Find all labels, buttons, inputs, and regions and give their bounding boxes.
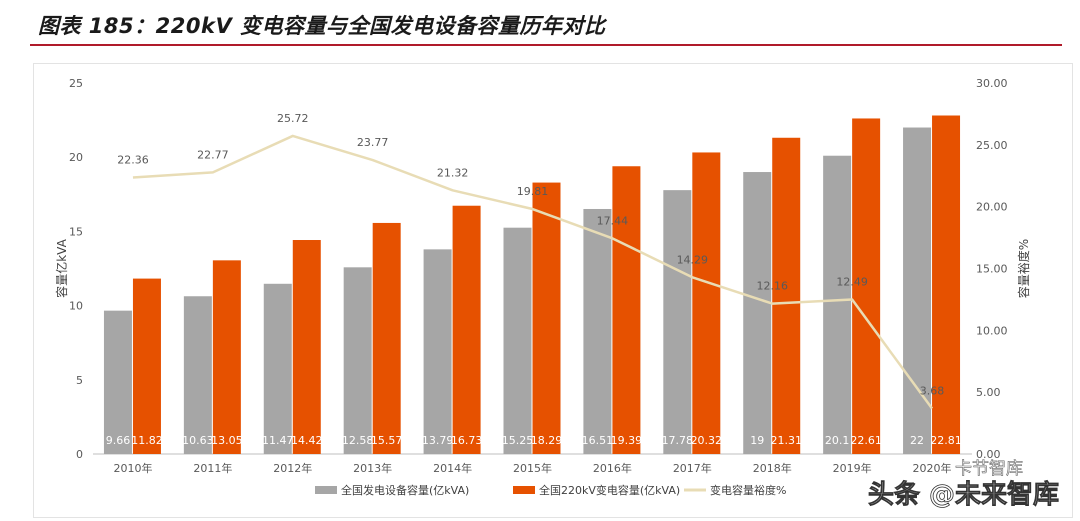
bar-value-label: 21.31: [770, 434, 802, 447]
y-tick-right-label: 20.00: [976, 201, 1008, 214]
bar-substation: [612, 166, 641, 455]
legend-generation-label: 全国发电设备容量(亿kVA): [341, 483, 469, 497]
bar-value-label: 13.79: [422, 434, 454, 447]
x-tick-label: 2015年: [513, 461, 552, 475]
bar-substation: [372, 222, 401, 454]
bar-substation: [212, 260, 241, 454]
y-tick-right-label: 30.00: [976, 77, 1008, 90]
bar-generation: [263, 283, 292, 454]
bar-value-label: 10.63: [182, 434, 214, 447]
line-value-label: 3.68: [920, 384, 945, 397]
chart-frame: [33, 63, 1073, 518]
bar-substation: [932, 115, 961, 454]
bar-generation: [343, 267, 372, 454]
bar-value-label: 20.1: [825, 434, 850, 447]
line-value-label: 22.77: [197, 148, 229, 161]
y-tick-left-label: 5: [76, 374, 83, 387]
bar-generation: [663, 190, 692, 454]
y-tick-right-label: 25.00: [976, 139, 1008, 152]
y-tick-left-label: 25: [69, 77, 83, 90]
bar-value-label: 19.39: [611, 434, 643, 447]
bar-value-label: 9.66: [106, 434, 131, 447]
bar-value-label: 22: [910, 434, 924, 447]
bar-value-label: 12.58: [342, 434, 374, 447]
y-axis-title-left: 容量亿kVA: [54, 238, 69, 297]
x-tick-label: 2020年: [913, 461, 952, 475]
y-tick-left-label: 15: [69, 225, 83, 238]
bar-generation: [903, 127, 932, 455]
x-tick-label: 2019年: [833, 461, 872, 475]
bar-value-label: 15.25: [502, 434, 534, 447]
bar-substation: [532, 182, 561, 454]
line-value-label: 25.72: [277, 112, 309, 125]
line-value-label: 14.29: [677, 253, 709, 266]
bar-substation: [772, 137, 801, 455]
legend-generation-swatch: [315, 486, 337, 494]
bar-value-label: 11.82: [131, 434, 163, 447]
margin-line: [132, 134, 934, 410]
figure-header: 图表 185：220kV 变电容量与全国发电设备容量历年对比: [0, 0, 1080, 48]
x-tick-label: 2018年: [753, 461, 792, 475]
x-tick-label: 2010年: [113, 461, 152, 475]
y-tick-right-label: 15.00: [976, 263, 1008, 276]
x-tick-label: 2016年: [593, 461, 632, 475]
bar-value-label: 18.29: [531, 434, 563, 447]
legend-margin-label: 变电容量裕度%: [710, 483, 786, 497]
line-value-label: 23.77: [357, 136, 389, 149]
line-value-label: 12.49: [836, 276, 868, 289]
watermark-logo-text: 卡节智库: [955, 459, 1023, 479]
bar-value-label: 11.47: [262, 434, 294, 447]
legend-substation-label: 全国220kV变电容量(亿kVA): [539, 483, 680, 497]
line-value-label: 19.81: [517, 185, 549, 198]
bar-value-label: 13.05: [211, 434, 243, 447]
bar-value-label: 16.51: [582, 434, 614, 447]
bar-value-label: 14.42: [291, 434, 323, 447]
bar-value-label: 20.32: [691, 434, 723, 447]
y-tick-left-label: 20: [69, 151, 83, 164]
x-tick-label: 2017年: [673, 461, 712, 475]
bar-value-label: 22.81: [930, 434, 962, 447]
bar-substation: [852, 118, 881, 455]
line-value-label: 21.32: [437, 166, 469, 179]
bar-generation: [423, 249, 452, 454]
y-tick-right-label: 10.00: [976, 324, 1008, 337]
title-rule: [30, 44, 1062, 46]
bar-generation: [503, 227, 532, 454]
bar-generation: [823, 155, 852, 454]
y-tick-left-label: 10: [69, 300, 83, 313]
x-tick-label: 2014年: [433, 461, 472, 475]
x-tick-label: 2011年: [193, 461, 232, 475]
y-tick-left-label: 0: [76, 448, 83, 461]
figure-title: 图表 185：220kV 变电容量与全国发电设备容量历年对比: [38, 14, 606, 38]
bar-value-label: 22.61: [850, 434, 882, 447]
x-tick-label: 2013年: [353, 461, 392, 475]
bar-value-label: 15.57: [371, 434, 403, 447]
line-value-label: 22.36: [117, 153, 149, 166]
bar-generation: [183, 296, 212, 454]
legend-substation-swatch: [513, 486, 535, 494]
watermark-text: 头条 @未来智库: [868, 480, 1059, 510]
bar-generation: [583, 208, 612, 454]
bar-substation: [292, 240, 321, 454]
bar-generation: [743, 172, 772, 455]
line-value-label: 17.44: [597, 214, 629, 227]
line-value-label: 12.16: [756, 280, 788, 293]
bar-substation: [132, 278, 161, 454]
y-axis-title-right: 容量裕度%: [1016, 239, 1031, 298]
x-tick-label: 2012年: [273, 461, 312, 475]
y-tick-right-label: 5.00: [976, 386, 1001, 399]
bar-substation: [452, 205, 481, 454]
bar-generation: [103, 310, 132, 454]
bar-value-label: 17.78: [662, 434, 694, 447]
bar-substation: [692, 152, 721, 454]
y-tick-right-label: 0.00: [976, 448, 1001, 461]
bar-value-label: 16.73: [451, 434, 483, 447]
bar-value-label: 19: [750, 434, 764, 447]
